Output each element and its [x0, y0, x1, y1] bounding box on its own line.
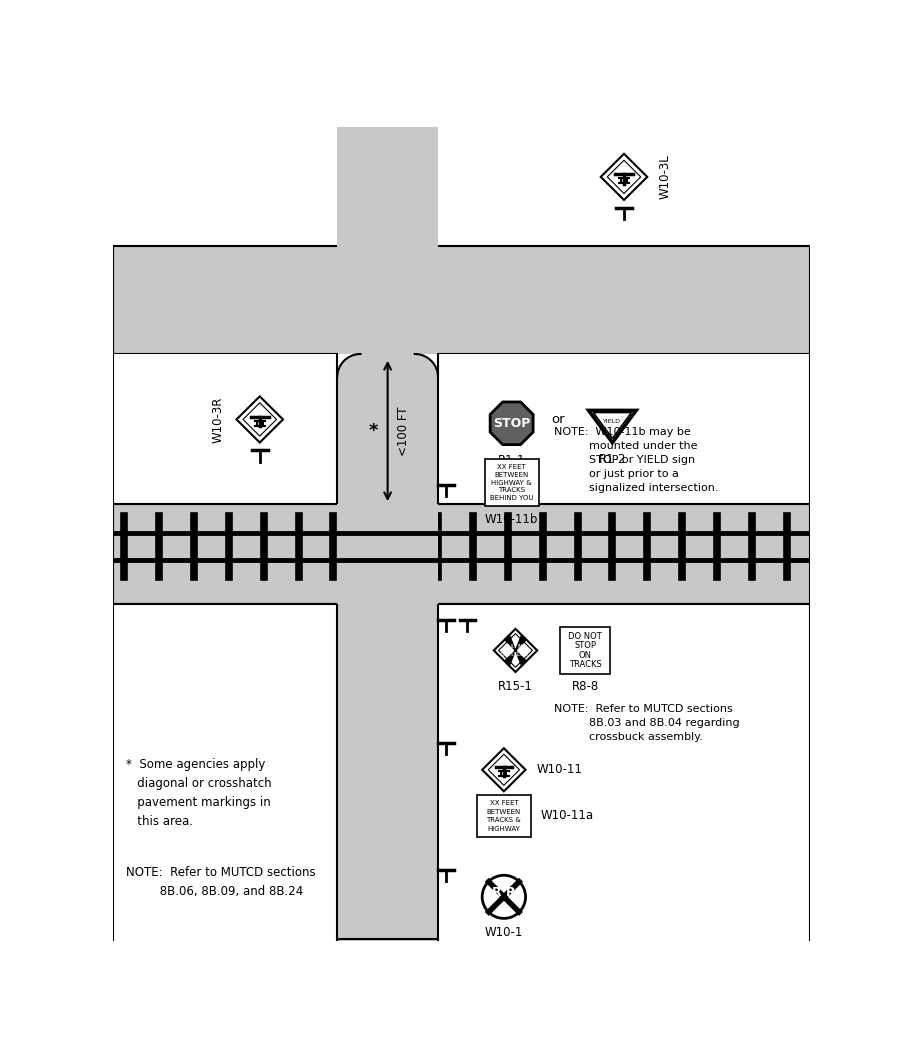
Polygon shape [505, 635, 526, 666]
Text: NOTE:  Refer to MUTCD sections
          8B.03 and 8B.04 regarding
          cro: NOTE: Refer to MUTCD sections 8B.03 and … [554, 704, 740, 742]
Bar [112, 504, 810, 605]
Text: R: R [492, 886, 501, 900]
Bar [560, 628, 610, 673]
Polygon shape [237, 396, 283, 443]
Text: W10-3L: W10-3L [659, 154, 672, 200]
Text: *  Some agencies apply
   diagonal or crosshatch
   pavement markings in
   this: * Some agencies apply diagonal or crossh… [126, 758, 272, 829]
Bar [338, 504, 438, 605]
Text: *: * [369, 422, 378, 440]
Text: RAIL: RAIL [504, 644, 515, 649]
Text: XX FEET: XX FEET [490, 800, 518, 806]
Bar [477, 795, 531, 837]
Text: CROSS: CROSS [501, 652, 518, 656]
Polygon shape [482, 748, 526, 792]
Bar [112, 354, 338, 504]
Text: R1-1: R1-1 [498, 455, 526, 467]
Text: W10-11a: W10-11a [541, 810, 594, 822]
Text: ON: ON [579, 650, 592, 660]
Text: W10-11b: W10-11b [485, 514, 538, 526]
Bar [438, 354, 810, 504]
Text: TRACKS: TRACKS [498, 487, 525, 494]
Text: NOTE:  Refer to MUTCD sections
         8B.06, 8B.09, and 8B.24: NOTE: Refer to MUTCD sections 8B.06, 8B.… [126, 866, 316, 898]
Polygon shape [505, 635, 526, 666]
Text: R15-1: R15-1 [498, 680, 533, 692]
Text: R1-2: R1-2 [598, 452, 626, 465]
Text: BEHIND YOU: BEHIND YOU [490, 495, 534, 501]
Bar [338, 127, 438, 941]
Bar [112, 605, 338, 941]
Bar [438, 605, 810, 941]
Text: TRACKS: TRACKS [569, 660, 601, 669]
Text: W10-3R: W10-3R [212, 396, 225, 443]
Text: XX FEET: XX FEET [497, 464, 526, 470]
Text: or: or [552, 413, 565, 426]
Text: TRACKS &: TRACKS & [487, 817, 521, 823]
Text: R: R [506, 886, 516, 900]
Text: HIGHWAY: HIGHWAY [488, 826, 520, 832]
Text: NOTE:  W10-11b may be
          mounted under the
          STOP or YIELD sign
 : NOTE: W10-11b may be mounted under the S… [554, 427, 719, 494]
Text: STOP: STOP [493, 416, 530, 430]
Text: STOP: STOP [574, 642, 596, 650]
Bar [484, 460, 539, 505]
Polygon shape [601, 153, 647, 200]
Text: W10-1: W10-1 [485, 926, 523, 939]
Text: <100 FT: <100 FT [397, 406, 410, 456]
Text: ROAD: ROAD [515, 652, 528, 656]
Polygon shape [494, 629, 537, 672]
Text: W10-11: W10-11 [536, 763, 582, 776]
Bar [112, 246, 810, 354]
Polygon shape [415, 354, 438, 377]
Circle shape [482, 875, 526, 919]
Text: BETWEEN: BETWEEN [494, 471, 529, 478]
Polygon shape [491, 402, 533, 445]
Text: R8-8: R8-8 [572, 680, 598, 692]
Text: YIELD: YIELD [603, 419, 621, 424]
Text: ING: ING [518, 644, 526, 649]
Text: DO NOT: DO NOT [569, 632, 602, 642]
Polygon shape [338, 354, 361, 377]
Text: BETWEEN: BETWEEN [487, 809, 521, 815]
Text: HIGHWAY &: HIGHWAY & [491, 480, 532, 485]
Polygon shape [589, 410, 636, 443]
